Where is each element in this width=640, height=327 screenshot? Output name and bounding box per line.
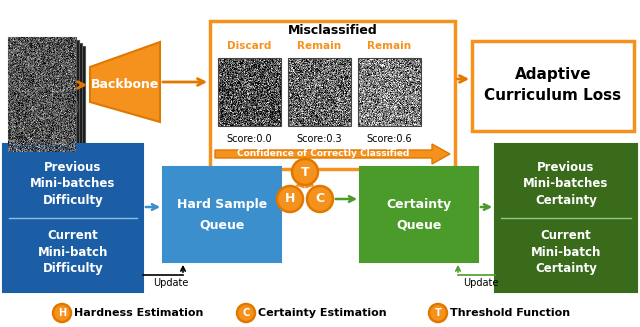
FancyBboxPatch shape	[17, 46, 85, 161]
FancyBboxPatch shape	[495, 144, 637, 292]
Circle shape	[277, 186, 303, 212]
Text: Current
Mini-batch
Difficulty: Current Mini-batch Difficulty	[38, 229, 108, 275]
Circle shape	[429, 304, 447, 322]
Text: Queue: Queue	[396, 218, 442, 231]
FancyBboxPatch shape	[14, 43, 82, 158]
Text: C: C	[243, 308, 250, 318]
Text: Certainty Estimation: Certainty Estimation	[258, 308, 387, 318]
Text: Hard Sample: Hard Sample	[177, 198, 267, 211]
Text: Misclassified: Misclassified	[287, 25, 378, 38]
Text: Hardness Estimation: Hardness Estimation	[74, 308, 204, 318]
Text: Queue: Queue	[199, 218, 244, 231]
Text: Adaptive: Adaptive	[515, 66, 591, 81]
Text: H: H	[285, 193, 295, 205]
FancyBboxPatch shape	[472, 41, 634, 131]
Polygon shape	[215, 144, 450, 164]
Circle shape	[292, 159, 318, 185]
Text: Remain: Remain	[298, 41, 342, 51]
Text: Update: Update	[463, 278, 499, 288]
Text: Score:0.0: Score:0.0	[227, 134, 272, 144]
Text: Remain: Remain	[367, 41, 412, 51]
Text: C: C	[316, 193, 324, 205]
Circle shape	[53, 304, 71, 322]
Circle shape	[237, 304, 255, 322]
Text: Confidence of Correctly Classified: Confidence of Correctly Classified	[237, 149, 410, 159]
FancyBboxPatch shape	[8, 37, 76, 152]
FancyBboxPatch shape	[360, 167, 478, 262]
Text: Update: Update	[153, 278, 188, 288]
Text: T: T	[435, 308, 442, 318]
Text: Discard: Discard	[227, 41, 272, 51]
Text: Backbone: Backbone	[91, 78, 159, 92]
Text: Previous
Mini-batches
Difficulty: Previous Mini-batches Difficulty	[30, 161, 116, 207]
Text: Curriculum Loss: Curriculum Loss	[484, 89, 621, 104]
Text: Previous
Mini-batches
Certainty: Previous Mini-batches Certainty	[524, 161, 609, 207]
FancyBboxPatch shape	[210, 21, 455, 169]
Text: Certainty: Certainty	[387, 198, 452, 211]
Text: Threshold Function: Threshold Function	[450, 308, 570, 318]
FancyBboxPatch shape	[163, 167, 281, 262]
Polygon shape	[90, 42, 160, 122]
Text: T: T	[301, 165, 309, 179]
Text: H: H	[58, 308, 66, 318]
Text: Current
Mini-batch
Certainty: Current Mini-batch Certainty	[531, 229, 601, 275]
FancyBboxPatch shape	[11, 40, 79, 155]
FancyBboxPatch shape	[3, 144, 143, 292]
Text: Score:0.6: Score:0.6	[367, 134, 412, 144]
Circle shape	[307, 186, 333, 212]
Text: Score:0.3: Score:0.3	[297, 134, 342, 144]
